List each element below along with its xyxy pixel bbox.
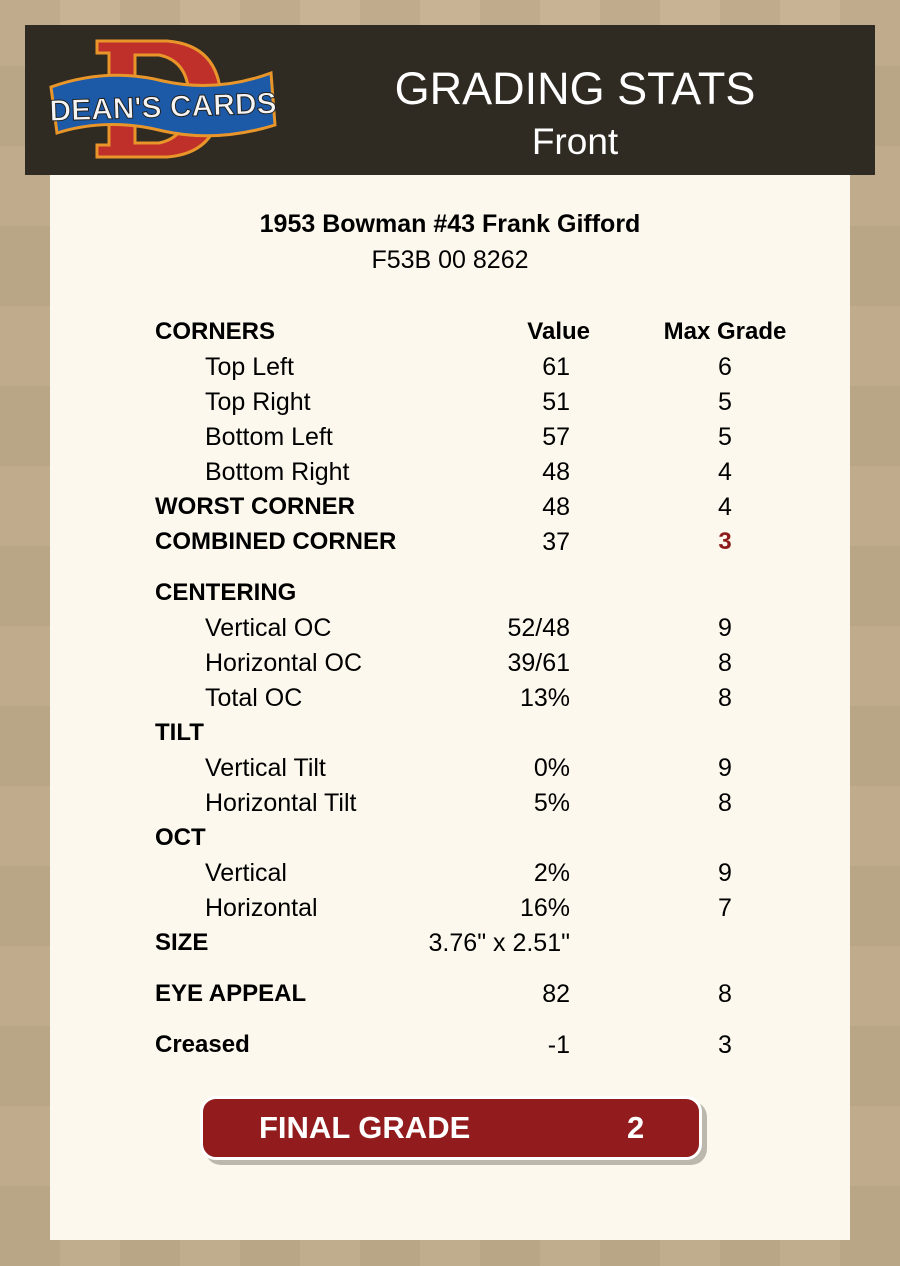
table-row: Vertical OC 52/48 9	[155, 611, 815, 646]
row-max-grade: 8	[718, 649, 732, 677]
row-label: CENTERING	[155, 579, 297, 606]
row-value: 48	[542, 458, 570, 486]
row-value: 39/61	[507, 649, 570, 677]
page-title: GRADING STATS	[394, 63, 756, 114]
row-max-grade: 6	[718, 353, 732, 381]
row-label: Horizontal	[205, 894, 318, 922]
row-label: SIZE	[155, 929, 209, 956]
row-max-grade: 8	[718, 684, 732, 712]
grading-panel: 1953 Bowman #43 Frank Gifford F53B 00 82…	[50, 175, 850, 1240]
table-header: CORNERS Value Max Grade	[155, 315, 815, 350]
row-max-grade: 8	[718, 789, 732, 817]
table-row: Horizontal 16% 7	[155, 891, 815, 926]
row-max-grade: 5	[718, 388, 732, 416]
row-value: 13%	[519, 684, 570, 712]
final-grade-banner: FINAL GRADE 2	[200, 1096, 702, 1160]
grading-table: CORNERS Value Max Grade Top Left 61 6 Top R…	[155, 315, 815, 1063]
row-value: 3.76" x 2.51"	[428, 929, 570, 957]
row-max-grade: 4	[718, 458, 732, 486]
section-header: CENTERING	[155, 576, 815, 611]
row-value: 37	[542, 528, 570, 556]
row-max-grade: 3	[718, 528, 732, 555]
table-row: COMBINED CORNER 37 3	[155, 525, 815, 560]
row-label: Top Right	[205, 388, 311, 416]
row-label: EYE APPEAL	[155, 980, 307, 1007]
row-value: 5%	[533, 789, 570, 817]
row-value: 51	[542, 388, 570, 416]
header-value: Value	[527, 318, 590, 345]
row-label: Horizontal Tilt	[205, 789, 357, 817]
row-max-grade: 9	[718, 754, 732, 782]
row-label: OCT	[155, 824, 206, 851]
row-max-grade: 4	[718, 493, 732, 521]
table-row: SIZE 3.76" x 2.51"	[155, 926, 815, 961]
row-label: COMBINED CORNER	[155, 528, 397, 555]
header-corners: CORNERS	[155, 318, 276, 345]
row-label: Bottom Right	[205, 458, 350, 486]
table-row: Bottom Left 57 5	[155, 420, 815, 455]
row-max-grade: 3	[718, 1031, 732, 1059]
table-row: Total OC 13% 8	[155, 681, 815, 716]
row-max-grade: 8	[718, 980, 732, 1008]
page-subtitle: Front	[531, 121, 619, 162]
row-value: 82	[542, 980, 570, 1008]
row-value: -1	[547, 1031, 570, 1059]
table-row: Top Right 51 5	[155, 385, 815, 420]
table-row: Creased -1 3	[155, 1028, 815, 1063]
header: DEAN'S CARDS GRADING STATS Front	[25, 25, 875, 175]
table-row: WORST CORNER 48 4	[155, 490, 815, 525]
row-value: 57	[542, 423, 570, 451]
table-row: Vertical Tilt 0% 9	[155, 751, 815, 786]
section-header: TILT	[155, 716, 815, 751]
table-row: Top Left 61 6	[155, 350, 815, 385]
row-value: 0%	[533, 754, 570, 782]
row-label: Bottom Left	[205, 423, 333, 451]
row-label: Total OC	[205, 684, 303, 712]
row-value: 16%	[519, 894, 570, 922]
table-row: Horizontal OC 39/61 8	[155, 646, 815, 681]
final-grade-label: FINAL GRADE	[259, 1110, 471, 1145]
row-max-grade: 5	[718, 423, 732, 451]
row-max-grade: 9	[718, 614, 732, 642]
row-value: 52/48	[507, 614, 570, 642]
row-value: 2%	[533, 859, 570, 887]
row-value: 61	[542, 353, 570, 381]
row-max-grade: 7	[718, 894, 732, 922]
table-row: Vertical 2% 9	[155, 856, 815, 891]
row-label: Vertical OC	[205, 614, 332, 642]
header-max-grade: Max Grade	[663, 318, 787, 345]
row-max-grade: 9	[718, 859, 732, 887]
table-row: EYE APPEAL 82 8	[155, 977, 815, 1012]
row-label: Vertical Tilt	[205, 754, 326, 782]
table-row: Horizontal Tilt 5% 8	[155, 786, 815, 821]
row-label: Vertical	[205, 859, 287, 887]
row-label: Top Left	[205, 353, 294, 381]
row-value: 48	[542, 493, 570, 521]
section-header: OCT	[155, 821, 815, 856]
final-grade-value: 2	[627, 1110, 645, 1145]
deans-cards-logo: DEAN'S CARDS	[48, 39, 278, 159]
card-title: 1953 Bowman #43 Frank Gifford	[259, 210, 641, 238]
card-serial: F53B 00 8262	[371, 246, 529, 274]
row-label: WORST CORNER	[155, 493, 355, 520]
row-label: Horizontal OC	[205, 649, 362, 677]
row-label: Creased	[155, 1031, 250, 1058]
row-label: TILT	[155, 719, 204, 746]
table-row: Bottom Right 48 4	[155, 455, 815, 490]
